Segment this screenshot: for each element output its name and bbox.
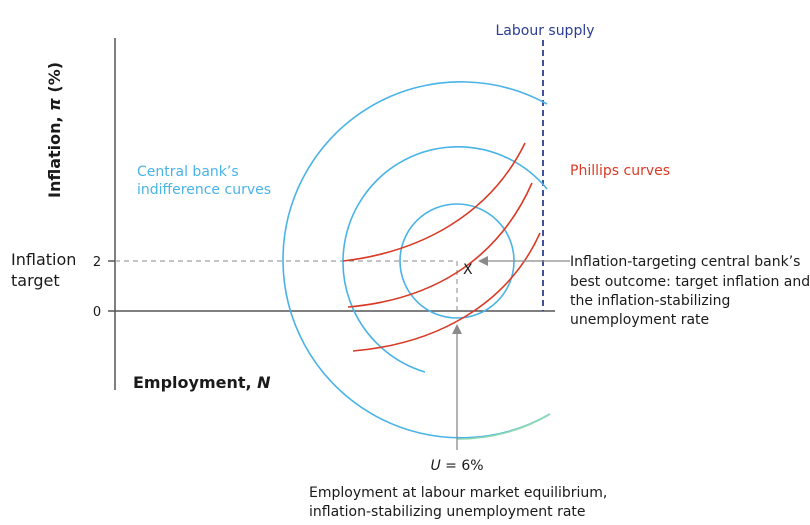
indifference-label-line1: Central bank’s bbox=[137, 164, 239, 180]
equilibrium-arrow bbox=[452, 324, 462, 450]
phillips-curve-lower bbox=[352, 232, 541, 352]
indifference-curve-middle bbox=[342, 146, 548, 373]
best-outcome-line3: the inflation-stabilizing bbox=[570, 293, 730, 309]
best-outcome-line2: best outcome: target inflation and bbox=[570, 274, 810, 290]
indifference-label-line2: indifference curves bbox=[137, 182, 271, 198]
tick-0-label: 0 bbox=[93, 305, 101, 320]
point-x-label: X bbox=[463, 262, 473, 278]
u-label: U = 6% bbox=[430, 458, 483, 474]
phillips-curves bbox=[342, 142, 541, 352]
tick-2-label: 2 bbox=[93, 255, 101, 270]
best-outcome-line1: Inflation-targeting central bank’s bbox=[570, 254, 800, 270]
inflation-target-label-line1: Inflation bbox=[11, 250, 76, 269]
equilibrium-line1: Employment at labour market equilibrium, bbox=[309, 485, 607, 501]
indifference-curve-outer bbox=[282, 81, 551, 439]
phillips-curve-upper bbox=[342, 142, 526, 262]
phillips-label: Phillips curves bbox=[570, 163, 670, 179]
labour-supply-label: Labour supply bbox=[495, 23, 594, 39]
inflation-target-label-line2: target bbox=[11, 271, 60, 290]
equilibrium-line2: inflation-stabilizing unemployment rate bbox=[309, 504, 586, 520]
phillips-curve-middle bbox=[347, 182, 533, 308]
x-axis-label: Employment, N bbox=[133, 373, 271, 392]
indifference-curve-outer-tail bbox=[456, 413, 551, 440]
y-axis-label: Inflation, π (%) bbox=[45, 62, 64, 198]
best-outcome-arrow bbox=[478, 256, 570, 266]
best-outcome-line4: unemployment rate bbox=[570, 312, 709, 328]
